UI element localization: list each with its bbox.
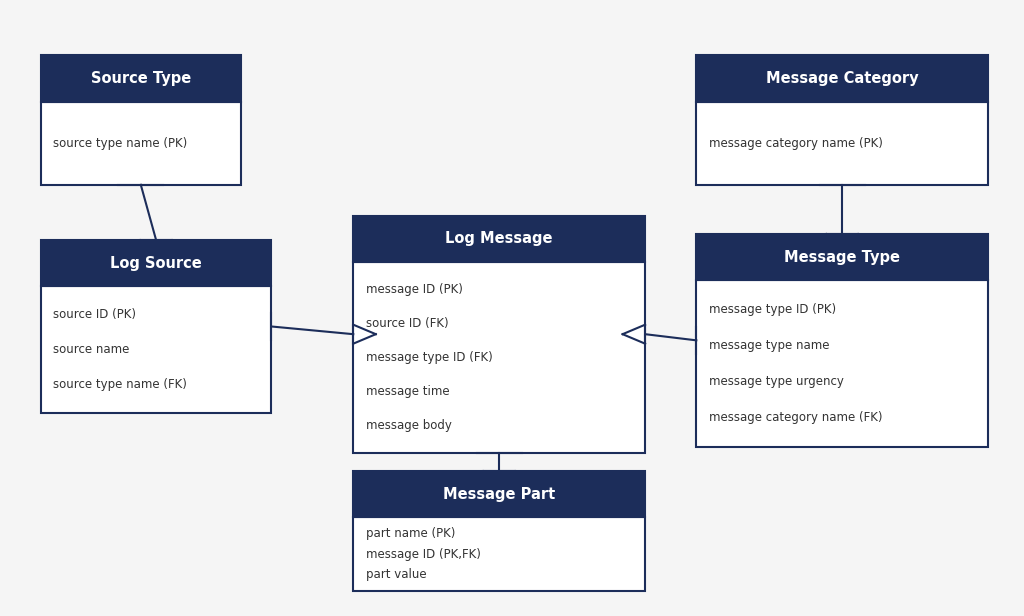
Text: Message Type: Message Type [784,249,900,265]
Text: Source Type: Source Type [91,71,190,86]
Text: Log Message: Log Message [445,231,553,246]
FancyBboxPatch shape [696,234,988,280]
Text: message type ID (PK): message type ID (PK) [709,302,836,316]
Text: message type urgency: message type urgency [709,375,844,388]
Text: message ID (PK): message ID (PK) [366,283,463,296]
Text: message category name (FK): message category name (FK) [709,411,882,424]
FancyBboxPatch shape [41,102,241,185]
Text: Message Category: Message Category [766,71,919,86]
FancyBboxPatch shape [41,55,241,102]
Text: source type name (PK): source type name (PK) [53,137,187,150]
FancyBboxPatch shape [696,55,988,102]
FancyBboxPatch shape [696,102,988,185]
Text: message time: message time [366,385,450,398]
FancyBboxPatch shape [41,240,271,286]
FancyBboxPatch shape [353,471,645,517]
Text: Message Part: Message Part [443,487,555,502]
Text: message type name: message type name [709,339,829,352]
Text: part value: part value [366,569,426,582]
FancyBboxPatch shape [353,262,645,453]
FancyBboxPatch shape [353,517,645,591]
Text: source ID (PK): source ID (PK) [53,308,136,321]
Text: source ID (FK): source ID (FK) [366,317,449,330]
Text: part name (PK): part name (PK) [366,527,455,540]
Text: message category name (PK): message category name (PK) [709,137,883,150]
Text: message type ID (FK): message type ID (FK) [366,351,493,364]
Text: message ID (PK,FK): message ID (PK,FK) [366,548,480,561]
Text: source type name (FK): source type name (FK) [53,378,187,391]
Text: source name: source name [53,343,130,356]
Text: message body: message body [366,419,452,432]
FancyBboxPatch shape [41,286,271,413]
FancyBboxPatch shape [696,280,988,447]
Text: Log Source: Log Source [111,256,202,271]
FancyBboxPatch shape [353,216,645,262]
